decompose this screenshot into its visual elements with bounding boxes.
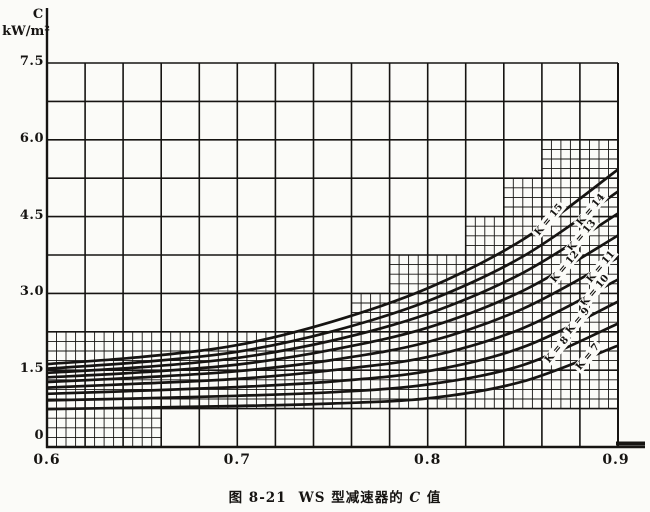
figure-caption: 图 8-21 WS 型减速器的 C 值 (170, 486, 500, 506)
caption-variable: C (409, 490, 422, 506)
y-tick-label-0: 0 (34, 428, 44, 443)
axis-lines (45, 8, 645, 449)
curve-k-12 (46, 234, 619, 379)
y-tick-label-7.5: 7.5 (19, 54, 44, 69)
curve-k-8 (46, 322, 619, 402)
curve-k-11 (46, 256, 619, 384)
x-tick-label-0.8: 0.8 (413, 452, 442, 468)
y-tick-label-4.5: 4.5 (19, 207, 44, 223)
curve-k-15 (46, 168, 619, 366)
x-tick-label-0.7: 0.7 (223, 452, 251, 468)
y-axis-title-unit: kW/m² (2, 24, 50, 39)
x-tick-label-0.6: 0.6 (33, 452, 61, 468)
caption-text: WS 型减速器的 (298, 490, 404, 506)
curve-k-9 (46, 300, 619, 396)
curve-k-14 (46, 190, 619, 371)
y-axis-title-symbol: C (32, 7, 44, 22)
y-tick-label-1.5: 1.5 (19, 361, 44, 377)
y-tick-label-6.0: 6.0 (19, 130, 44, 146)
caption-suffix: 值 (426, 490, 442, 506)
curve-k-7 (46, 344, 619, 411)
caption-number: 图 8-21 (228, 490, 287, 506)
x-tick-label-0.9: 0.9 (602, 452, 630, 468)
curves (46, 168, 619, 411)
y-tick-label-3.0: 3.0 (19, 284, 44, 300)
curve-k-10 (46, 278, 619, 389)
curve-k-13 (46, 212, 619, 375)
